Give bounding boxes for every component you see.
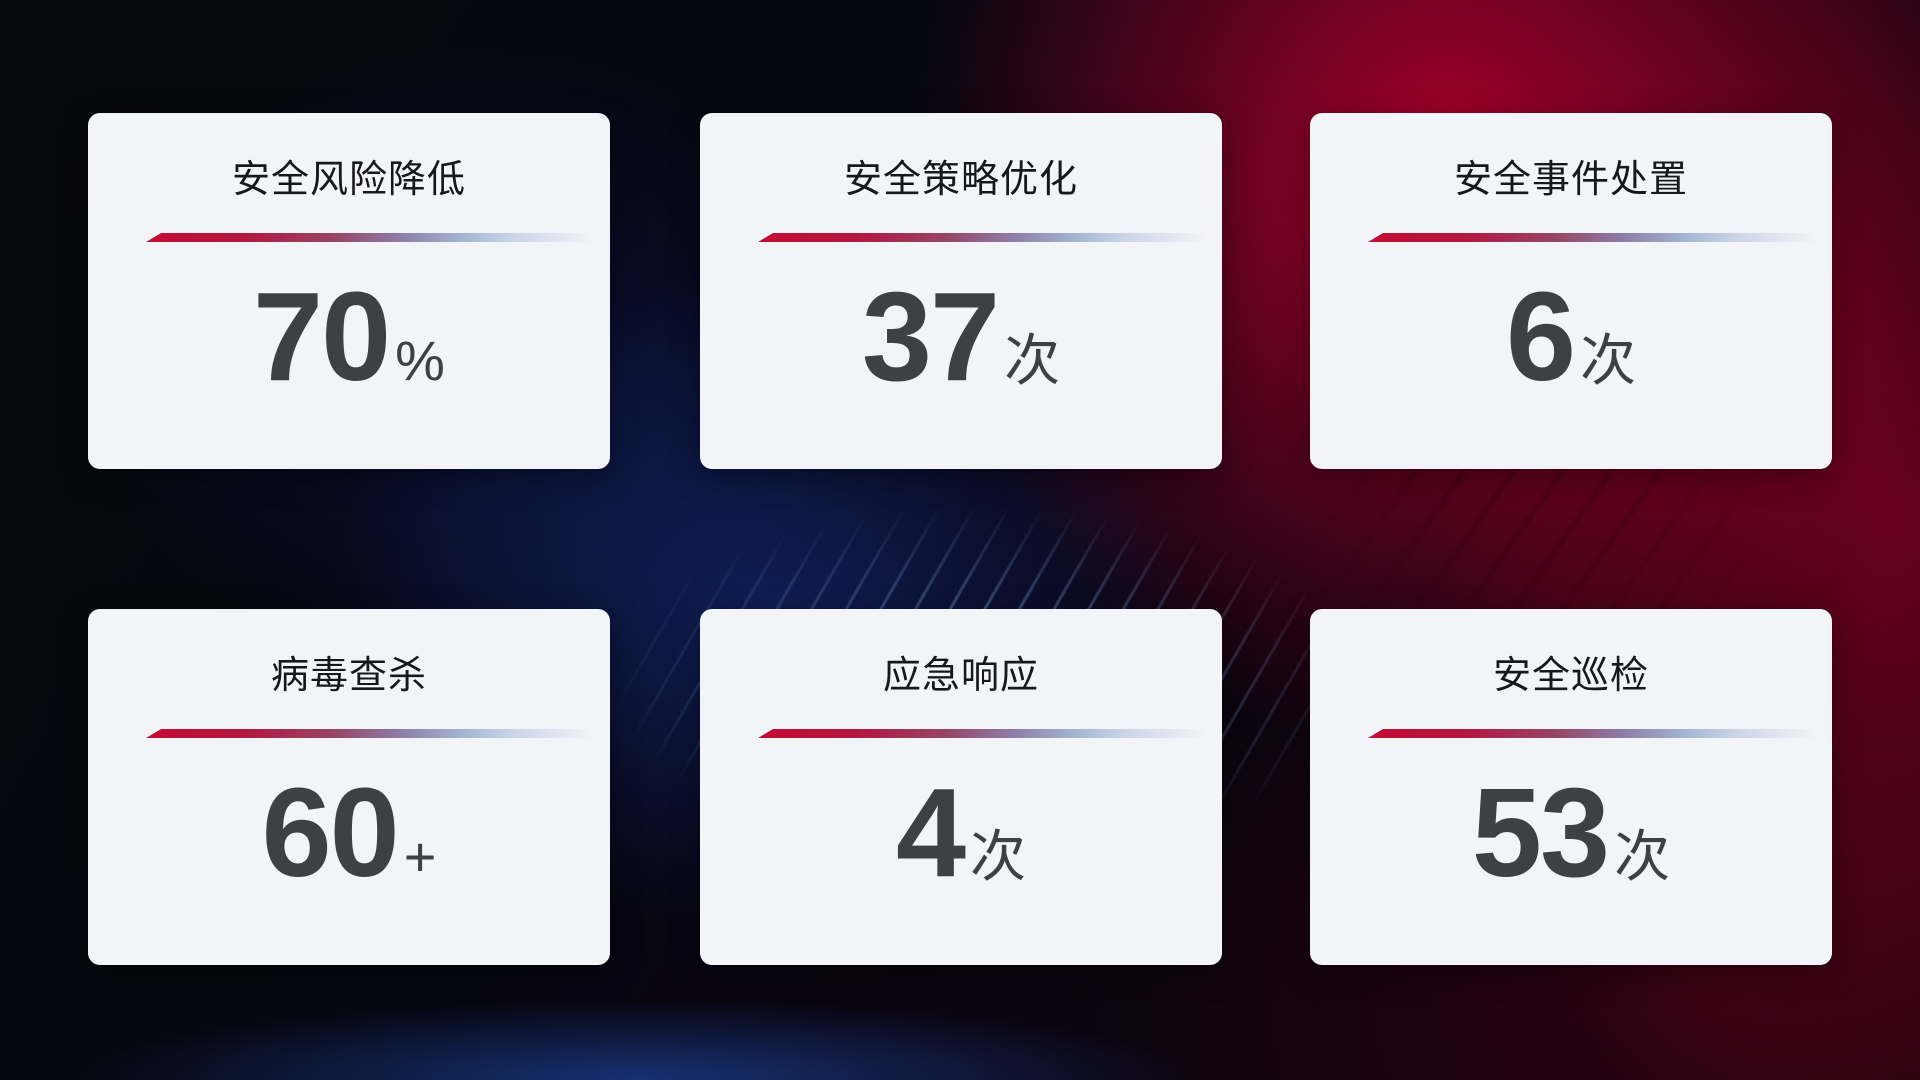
stat-value-row: 53 次 [1310, 770, 1832, 896]
accent-divider [146, 233, 596, 242]
stat-card-title: 病毒查杀 [270, 655, 427, 697]
stat-card-title: 安全策略优化 [843, 159, 1078, 201]
stat-card-risk-reduction: 安全风险降低 70 % [88, 113, 610, 469]
stat-card-emergency-response: 应急响应 4 次 [700, 609, 1222, 965]
accent-divider [1368, 233, 1818, 242]
stat-card-title: 安全风险降低 [231, 159, 466, 201]
stat-card-title: 安全事件处置 [1453, 159, 1688, 201]
stat-card-security-inspection: 安全巡检 53 次 [1310, 609, 1832, 965]
stat-card-title: 安全巡检 [1492, 655, 1649, 697]
stat-unit: + [403, 825, 437, 888]
accent-divider [146, 729, 596, 738]
accent-divider [758, 729, 1208, 738]
stat-value-row: 70 % [88, 274, 610, 400]
stat-value-row: 37 次 [700, 274, 1222, 400]
stat-value: 53 [1471, 762, 1610, 903]
stat-unit: 次 [1614, 825, 1671, 888]
stat-card-policy-optimization: 安全策略优化 37 次 [700, 113, 1222, 469]
accent-divider [758, 233, 1208, 242]
stat-value: 4 [895, 762, 966, 903]
stat-value-row: 60 + [88, 770, 610, 896]
stat-unit: 次 [1004, 329, 1061, 392]
stat-card-title: 应急响应 [882, 655, 1039, 697]
stat-value: 6 [1505, 266, 1576, 407]
stat-value-row: 4 次 [700, 770, 1222, 896]
stat-value-row: 6 次 [1310, 274, 1832, 400]
accent-divider [1368, 729, 1818, 738]
stat-card-incident-handling: 安全事件处置 6 次 [1310, 113, 1832, 469]
stat-card-virus-scan: 病毒查杀 60 + [88, 609, 610, 965]
stat-unit: 次 [970, 825, 1027, 888]
stat-unit: 次 [1580, 329, 1637, 392]
stat-value: 70 [253, 266, 391, 407]
stat-unit: % [395, 329, 445, 392]
stat-value: 37 [861, 266, 1000, 407]
stat-value: 60 [261, 762, 400, 903]
